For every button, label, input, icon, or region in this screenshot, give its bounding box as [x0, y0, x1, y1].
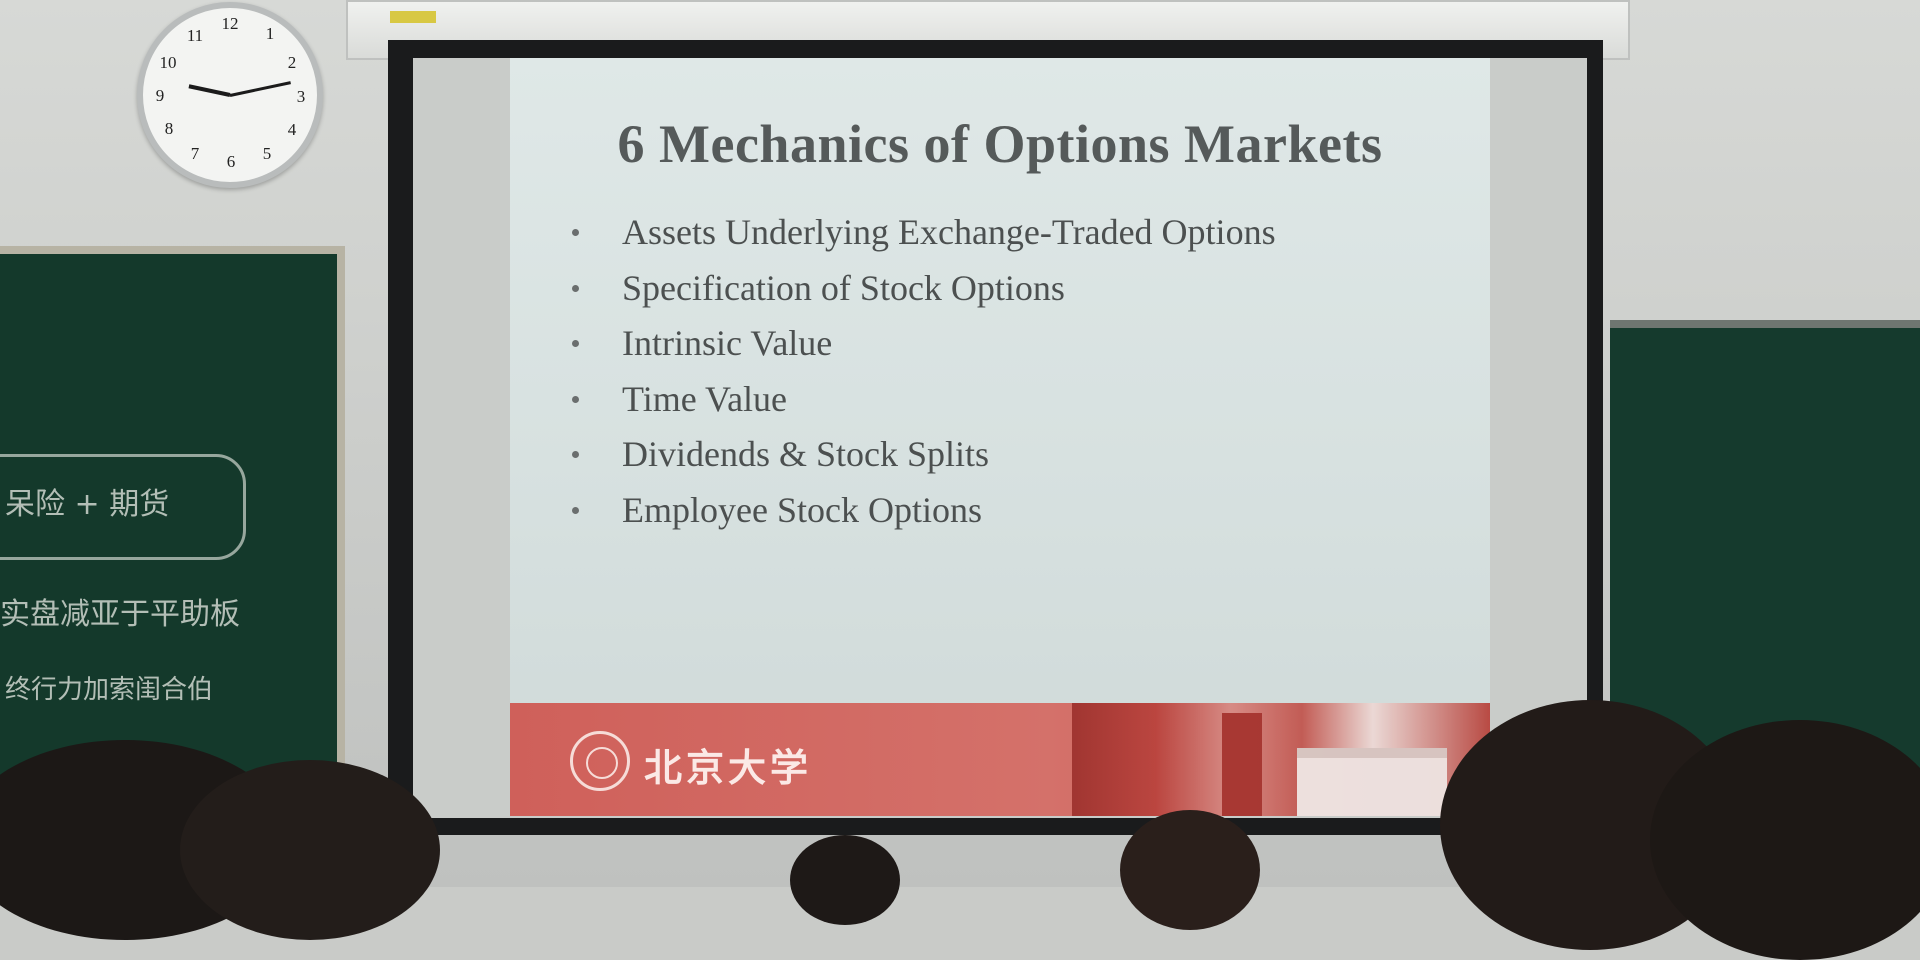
slide-bullet-list: Assets Underlying Exchange-Traded Option…: [572, 205, 1276, 538]
chalk-line-1: 呆险 + 期货: [5, 487, 170, 522]
slide-title: 6 Mechanics of Options Markets: [617, 114, 1383, 174]
slide-bullet: Assets Underlying Exchange-Traded Option…: [572, 205, 1276, 261]
chalk-line-2: 实盘减亚于平助板: [0, 597, 240, 632]
pagoda-tower-image: [1222, 713, 1262, 816]
clock-numeral-11: 11: [186, 26, 204, 45]
slide-bullet: Specification of Stock Options: [572, 261, 1276, 317]
clock-numeral-7: 7: [190, 144, 200, 163]
clock-numeral-9: 9: [155, 86, 165, 105]
housing-label-sticker: [390, 11, 436, 23]
clock-minute-hand: [229, 81, 291, 97]
clock-numeral-5: 5: [262, 144, 272, 163]
clock-numeral-2: 2: [287, 53, 297, 72]
slide-bullet-text: Time Value: [622, 378, 788, 419]
slide-bullet-text: Intrinsic Value: [622, 323, 833, 363]
audience-head: [1120, 810, 1260, 930]
clock-numeral-3: 3: [296, 87, 306, 106]
clock-numeral-8: 8: [164, 119, 174, 138]
slide-bullet-text: Employee Stock Options: [622, 489, 982, 530]
presentation-slide: 6 Mechanics of Options Markets Assets Un…: [510, 58, 1490, 816]
campus-photo-strip: [1072, 703, 1490, 816]
slide-bullet: Dividends & Stock Splits: [572, 427, 1276, 483]
clock-hour-hand: [188, 84, 231, 97]
audience-head: [790, 835, 900, 925]
bullet-dot-icon: [572, 395, 579, 403]
slide-bullet-text: Specification of Stock Options: [622, 267, 1065, 308]
bullet-dot-icon: [572, 229, 579, 236]
slide-bullet-text: Assets Underlying Exchange-Traded Option…: [622, 212, 1276, 252]
university-seal-logo: [570, 731, 630, 791]
audience-head: [180, 760, 440, 940]
clock-numeral-12: 12: [221, 14, 239, 33]
left-chalkboard: 呆险 + 期货 实盘减亚于平助板 终行力加索闺合伯: [0, 246, 345, 806]
chalk-line-3: 终行力加索闺合伯: [5, 675, 214, 705]
bullet-dot-icon: [572, 340, 579, 347]
bullet-dot-icon: [572, 451, 579, 458]
clock-numeral-6: 6: [226, 152, 236, 171]
slide-bullet: Intrinsic Value: [572, 316, 1276, 372]
clock-numeral-4: 4: [287, 120, 297, 139]
slide-bullet: Time Value: [572, 372, 1276, 428]
university-name: 北京大学: [644, 745, 813, 790]
clock-numeral-1: 1: [265, 24, 275, 43]
campus-building-image: [1297, 748, 1447, 816]
clock-numeral-10: 10: [159, 53, 177, 72]
bullet-dot-icon: [572, 284, 579, 292]
slide-bullet-text: Dividends & Stock Splits: [622, 434, 990, 474]
chalk-oval: [0, 454, 246, 560]
slide-footer-banner: 北京大学: [510, 703, 1490, 816]
slide-bullet: Employee Stock Options: [572, 483, 1276, 539]
bullet-dot-icon: [572, 506, 579, 514]
wall-clock: 12 1 2 3 4 5 6 7 8 9 10 11: [137, 2, 323, 188]
